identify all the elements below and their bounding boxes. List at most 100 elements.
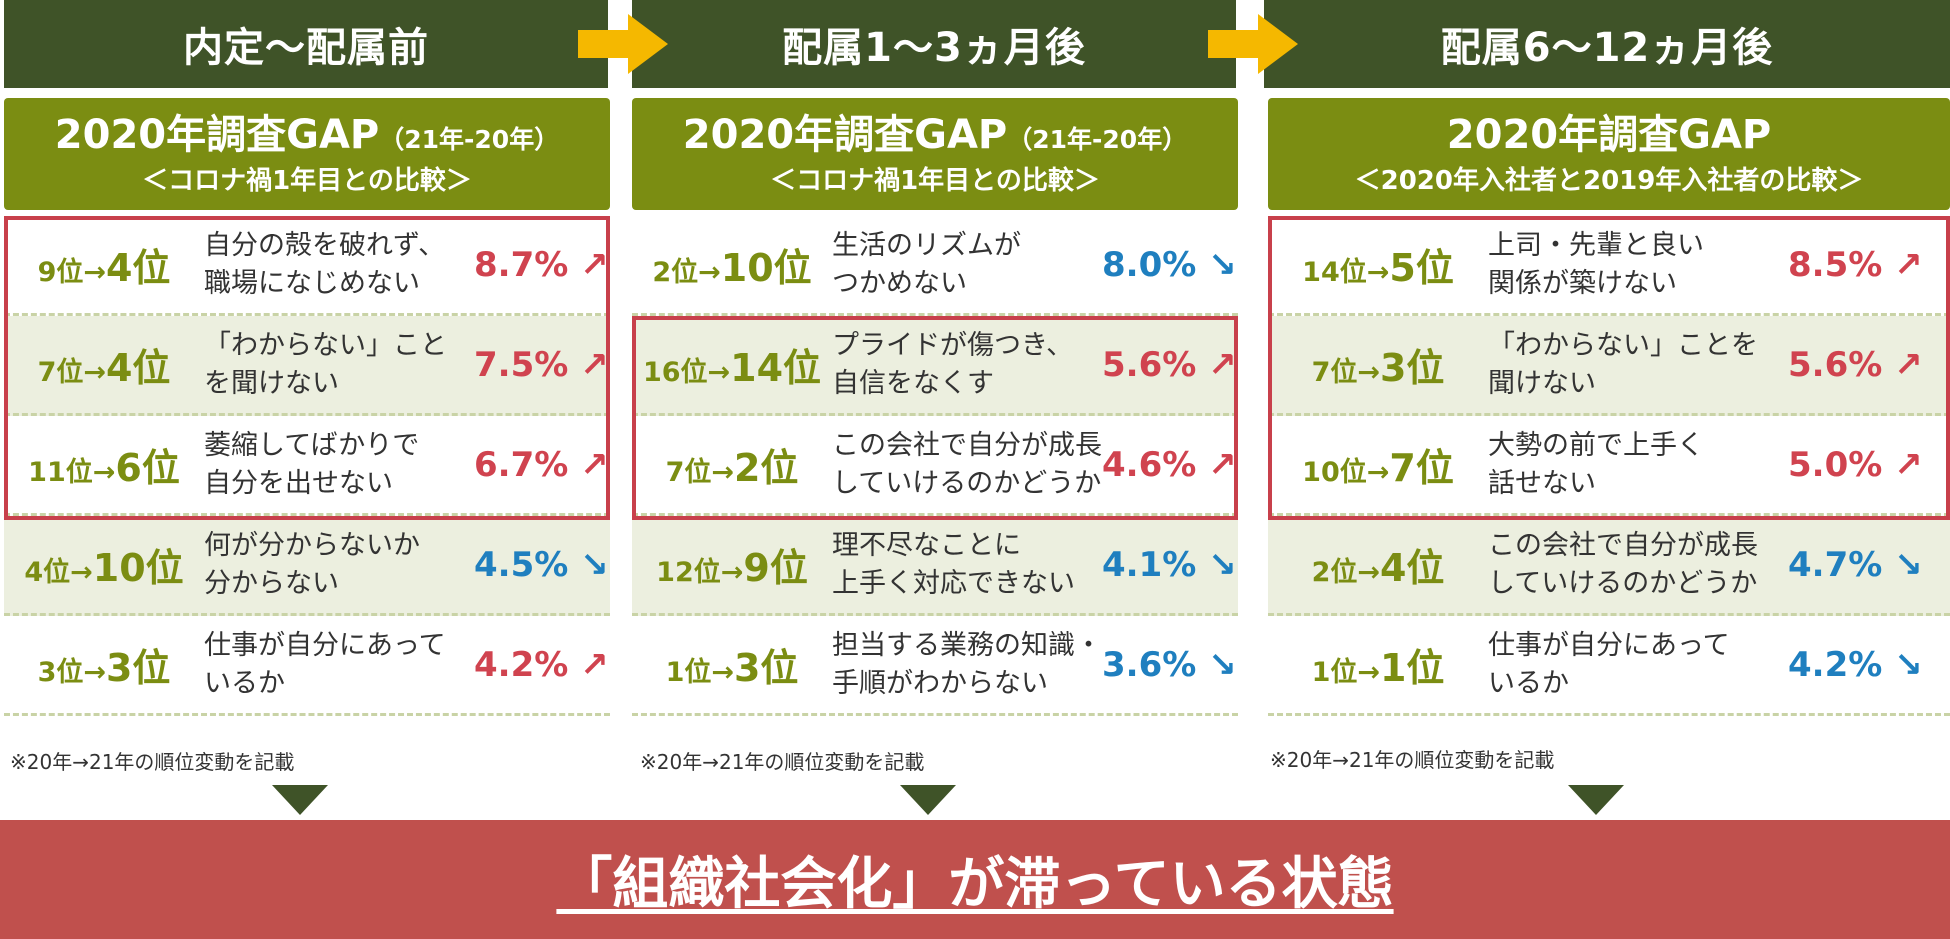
ranking-row: 7位→3位 「わからない」ことを 聞けない 5.6% ↗ — [1268, 316, 1950, 416]
header-title: 2020年調査GAP — [54, 111, 380, 158]
row-description: プライドが傷つき、 自信をなくす — [832, 329, 1074, 399]
gap-percent: 4.1% ↘ — [1102, 544, 1237, 585]
triangle-down-icon — [1568, 785, 1624, 815]
ranking-list: 14位→5位 上司・先輩と良い 関係が築けない 8.5% ↗ 7位→3位 「わか… — [1268, 216, 1950, 716]
trend-up-icon: ↗ — [580, 344, 609, 385]
column-header: 2020年調査GAP ＜2020年入社者と2019年入社者の比較＞ — [1268, 98, 1950, 210]
trend-down-icon: ↘ — [580, 544, 609, 585]
trend-up-icon: ↗ — [1208, 344, 1237, 385]
header-subtitle: ＜コロナ禍1年目との比較＞ — [142, 165, 472, 196]
footnote: ※20年→21年の順位変動を記載 — [10, 750, 295, 774]
gap-percent: 4.5% ↘ — [474, 544, 609, 585]
row-description: この会社で自分が成長 していけるのかどうか — [1488, 529, 1758, 599]
row-description: 何が分からないか 分からない — [204, 529, 420, 599]
gap-percent: 6.7% ↗ — [474, 444, 609, 485]
footnote: ※20年→21年の順位変動を記載 — [640, 750, 925, 774]
arrow-right-icon — [1208, 14, 1298, 74]
trend-down-icon: ↘ — [1894, 644, 1923, 685]
row-description: 担当する業務の知識・ 手順がわからない — [832, 629, 1102, 699]
ranking-row: 12位→9位 理不尽なことに 上手く対応できない 4.1% ↘ — [632, 516, 1238, 616]
gap-percent: 4.2% ↘ — [1788, 644, 1923, 685]
ranking-row: 4位→10位 何が分からないか 分からない 4.5% ↘ — [4, 516, 610, 616]
rank-change: 4位→10位 — [24, 546, 184, 590]
row-description: 上司・先輩と良い 関係が築けない — [1488, 229, 1704, 299]
header-subtitle: ＜2020年入社者と2019年入社者の比較＞ — [1354, 165, 1864, 196]
stage-bar-3: 配属6〜12ヵ月後 — [1264, 0, 1950, 88]
trend-up-icon: ↗ — [1894, 244, 1923, 285]
ranking-row: 7位→2位 この会社で自分が成長 していけるのかどうか 4.6% ↗ — [632, 416, 1238, 516]
triangle-down-icon — [900, 785, 956, 815]
trend-up-icon: ↗ — [1894, 444, 1923, 485]
ranking-row: 9位→4位 自分の殻を破れず、 職場になじめない 8.7% ↗ — [4, 216, 610, 316]
rank-change: 7位→3位 — [1311, 346, 1445, 390]
gap-percent: 8.0% ↘ — [1102, 244, 1237, 285]
gap-percent: 4.7% ↘ — [1788, 544, 1923, 585]
trend-up-icon: ↗ — [1894, 344, 1923, 385]
rank-change: 9位→4位 — [37, 246, 171, 290]
ranking-row: 1位→3位 担当する業務の知識・ 手順がわからない 3.6% ↘ — [632, 616, 1238, 716]
row-description: 仕事が自分にあって いるか — [1488, 629, 1730, 699]
rank-change: 12位→9位 — [656, 546, 808, 590]
ranking-row: 11位→6位 萎縮してばかりで 自分を出せない 6.7% ↗ — [4, 416, 610, 516]
column-2: 2020年調査GAP（21年-20年） ＜コロナ禍1年目との比較＞ 2位→10位… — [632, 98, 1238, 716]
header-subtitle: ＜コロナ禍1年目との比較＞ — [770, 165, 1100, 196]
trend-down-icon: ↘ — [1208, 544, 1237, 585]
row-description: 萎縮してばかりで 自分を出せない — [204, 429, 420, 499]
rank-change: 2位→10位 — [652, 246, 812, 290]
ranking-row: 3位→3位 仕事が自分にあって いるか 4.2% ↗ — [4, 616, 610, 716]
gap-percent: 7.5% ↗ — [474, 344, 609, 385]
header-title: 2020年調査GAP — [1446, 111, 1772, 158]
trend-down-icon: ↘ — [1208, 244, 1237, 285]
stage-bar-2: 配属1〜3ヵ月後 — [632, 0, 1236, 88]
conclusion-text: 「組織社会化」が滞っている状態 — [556, 852, 1394, 917]
row-description: 「わからない」こと を聞けない — [204, 329, 447, 399]
ranking-row: 1位→1位 仕事が自分にあって いるか 4.2% ↘ — [1268, 616, 1950, 716]
rank-change: 11位→6位 — [28, 446, 180, 490]
stage-label: 配属1〜3ヵ月後 — [782, 25, 1086, 71]
header-suffix: （21年-20年） — [379, 124, 560, 154]
gap-percent: 4.2% ↗ — [474, 644, 609, 685]
stage-label: 内定〜配属前 — [183, 25, 429, 71]
rank-change: 10位→7位 — [1302, 446, 1454, 490]
ranking-row: 7位→4位 「わからない」こと を聞けない 7.5% ↗ — [4, 316, 610, 416]
row-description: 理不尽なことに 上手く対応できない — [832, 529, 1075, 599]
row-description: この会社で自分が成長 していけるのかどうか — [832, 429, 1102, 499]
ranking-row: 16位→14位 プライドが傷つき、 自信をなくす 5.6% ↗ — [632, 316, 1238, 416]
rank-change: 1位→1位 — [1311, 646, 1445, 690]
conclusion-banner: 「組織社会化」が滞っている状態 — [0, 820, 1950, 939]
footnote: ※20年→21年の順位変動を記載 — [1270, 748, 1555, 772]
rank-change: 1位→3位 — [665, 646, 799, 690]
ranking-row: 14位→5位 上司・先輩と良い 関係が築けない 8.5% ↗ — [1268, 216, 1950, 316]
column-header: 2020年調査GAP（21年-20年） ＜コロナ禍1年目との比較＞ — [632, 98, 1238, 210]
gap-percent: 8.7% ↗ — [474, 244, 609, 285]
gap-percent: 4.6% ↗ — [1102, 444, 1237, 485]
gap-percent: 5.6% ↗ — [1788, 344, 1923, 385]
rank-change: 7位→2位 — [665, 446, 799, 490]
stage-bar-1: 内定〜配属前 — [4, 0, 608, 88]
gap-percent: 5.0% ↗ — [1788, 444, 1923, 485]
header-suffix: （21年-20年） — [1007, 124, 1188, 154]
row-description: 仕事が自分にあって いるか — [204, 629, 446, 699]
gap-percent: 5.6% ↗ — [1102, 344, 1237, 385]
ranking-list: 9位→4位 自分の殻を破れず、 職場になじめない 8.7% ↗ 7位→4位 「わ… — [4, 216, 610, 716]
column-1: 2020年調査GAP（21年-20年） ＜コロナ禍1年目との比較＞ 9位→4位 … — [4, 98, 610, 716]
rank-change: 2位→4位 — [1311, 546, 1445, 590]
row-description: 「わからない」ことを 聞けない — [1488, 329, 1758, 399]
trend-up-icon: ↗ — [580, 644, 609, 685]
trend-down-icon: ↘ — [1208, 644, 1237, 685]
row-description: 生活のリズムが つかめない — [832, 229, 1021, 299]
trend-up-icon: ↗ — [580, 444, 609, 485]
header-title: 2020年調査GAP — [682, 111, 1008, 158]
column-3: 2020年調査GAP ＜2020年入社者と2019年入社者の比較＞ 14位→5位… — [1268, 98, 1950, 716]
ranking-list: 2位→10位 生活のリズムが つかめない 8.0% ↘ 16位→14位 プライド… — [632, 216, 1238, 716]
ranking-row: 2位→10位 生活のリズムが つかめない 8.0% ↘ — [632, 216, 1238, 316]
row-description: 自分の殻を破れず、 職場になじめない — [204, 229, 446, 299]
ranking-row: 2位→4位 この会社で自分が成長 していけるのかどうか 4.7% ↘ — [1268, 516, 1950, 616]
rank-change: 3位→3位 — [37, 646, 171, 690]
rank-change: 7位→4位 — [37, 346, 171, 390]
trend-up-icon: ↗ — [1208, 444, 1237, 485]
triangle-down-icon — [272, 785, 328, 815]
gap-percent: 8.5% ↗ — [1788, 244, 1923, 285]
stage-label: 配属6〜12ヵ月後 — [1440, 25, 1774, 71]
row-description: 大勢の前で上手く 話せない — [1488, 429, 1704, 499]
